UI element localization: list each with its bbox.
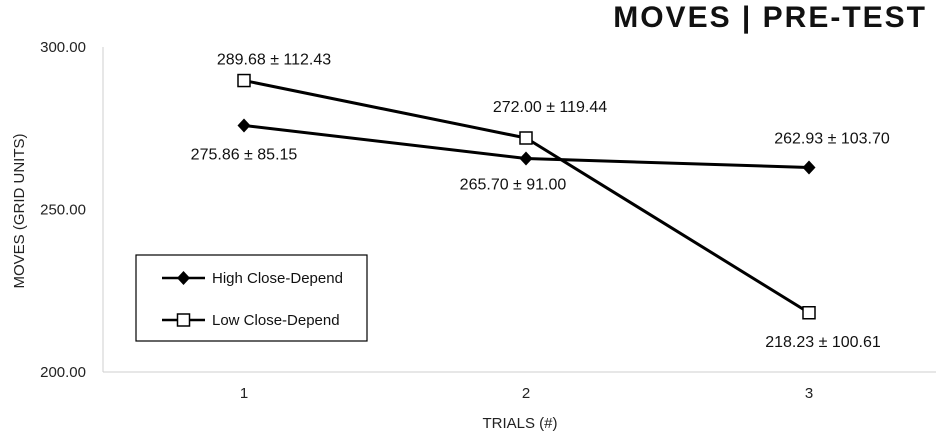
y-tick-label: 200.00 xyxy=(40,364,86,381)
data-point xyxy=(519,151,533,166)
data-labels: 275.86 ± 85.15 265.70 ± 91.00 262.93 ± 103… xyxy=(191,52,890,351)
y-axis-label: MOVES (GRID UNITS) xyxy=(11,133,28,288)
x-tick-label: 3 xyxy=(805,385,813,402)
data-label: 218.23 ± 100.61 xyxy=(765,334,881,351)
x-tick-label: 2 xyxy=(522,385,530,402)
x-tick-label: 1 xyxy=(240,385,248,402)
legend: High Close-Depend Low Close-Depend xyxy=(135,254,368,342)
legend-marker-low xyxy=(176,313,191,327)
legend-label-low: Low Close-Depend xyxy=(212,312,340,329)
y-tick-label: 250.00 xyxy=(40,202,86,219)
data-label: 262.93 ± 103.70 xyxy=(774,130,890,147)
series-layer xyxy=(237,73,816,320)
data-point xyxy=(237,118,251,133)
data-point xyxy=(519,131,533,145)
x-tick-labels: 1 2 3 xyxy=(240,385,813,402)
data-label: 275.86 ± 85.15 xyxy=(191,146,298,163)
data-point xyxy=(802,306,816,320)
chart-title: MOVES | PRE-TEST xyxy=(613,1,927,34)
y-tick-label: 300.00 xyxy=(40,39,86,56)
legend-box xyxy=(135,254,368,342)
x-axis-label: TRIALS (#) xyxy=(482,415,557,432)
data-label: 272.00 ± 119.44 xyxy=(493,99,607,116)
y-tick-labels: 200.00 250.00 300.00 xyxy=(40,39,86,381)
legend-label-high: High Close-Depend xyxy=(212,270,343,287)
data-point xyxy=(237,73,251,88)
data-label: 265.70 ± 91.00 xyxy=(460,176,567,193)
data-label: 289.68 ± 112.43 xyxy=(217,52,331,69)
data-point xyxy=(802,160,816,175)
legend-marker-high xyxy=(177,271,190,285)
